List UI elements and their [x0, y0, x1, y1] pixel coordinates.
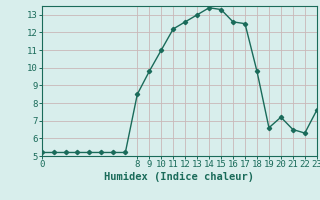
X-axis label: Humidex (Indice chaleur): Humidex (Indice chaleur) — [104, 172, 254, 182]
